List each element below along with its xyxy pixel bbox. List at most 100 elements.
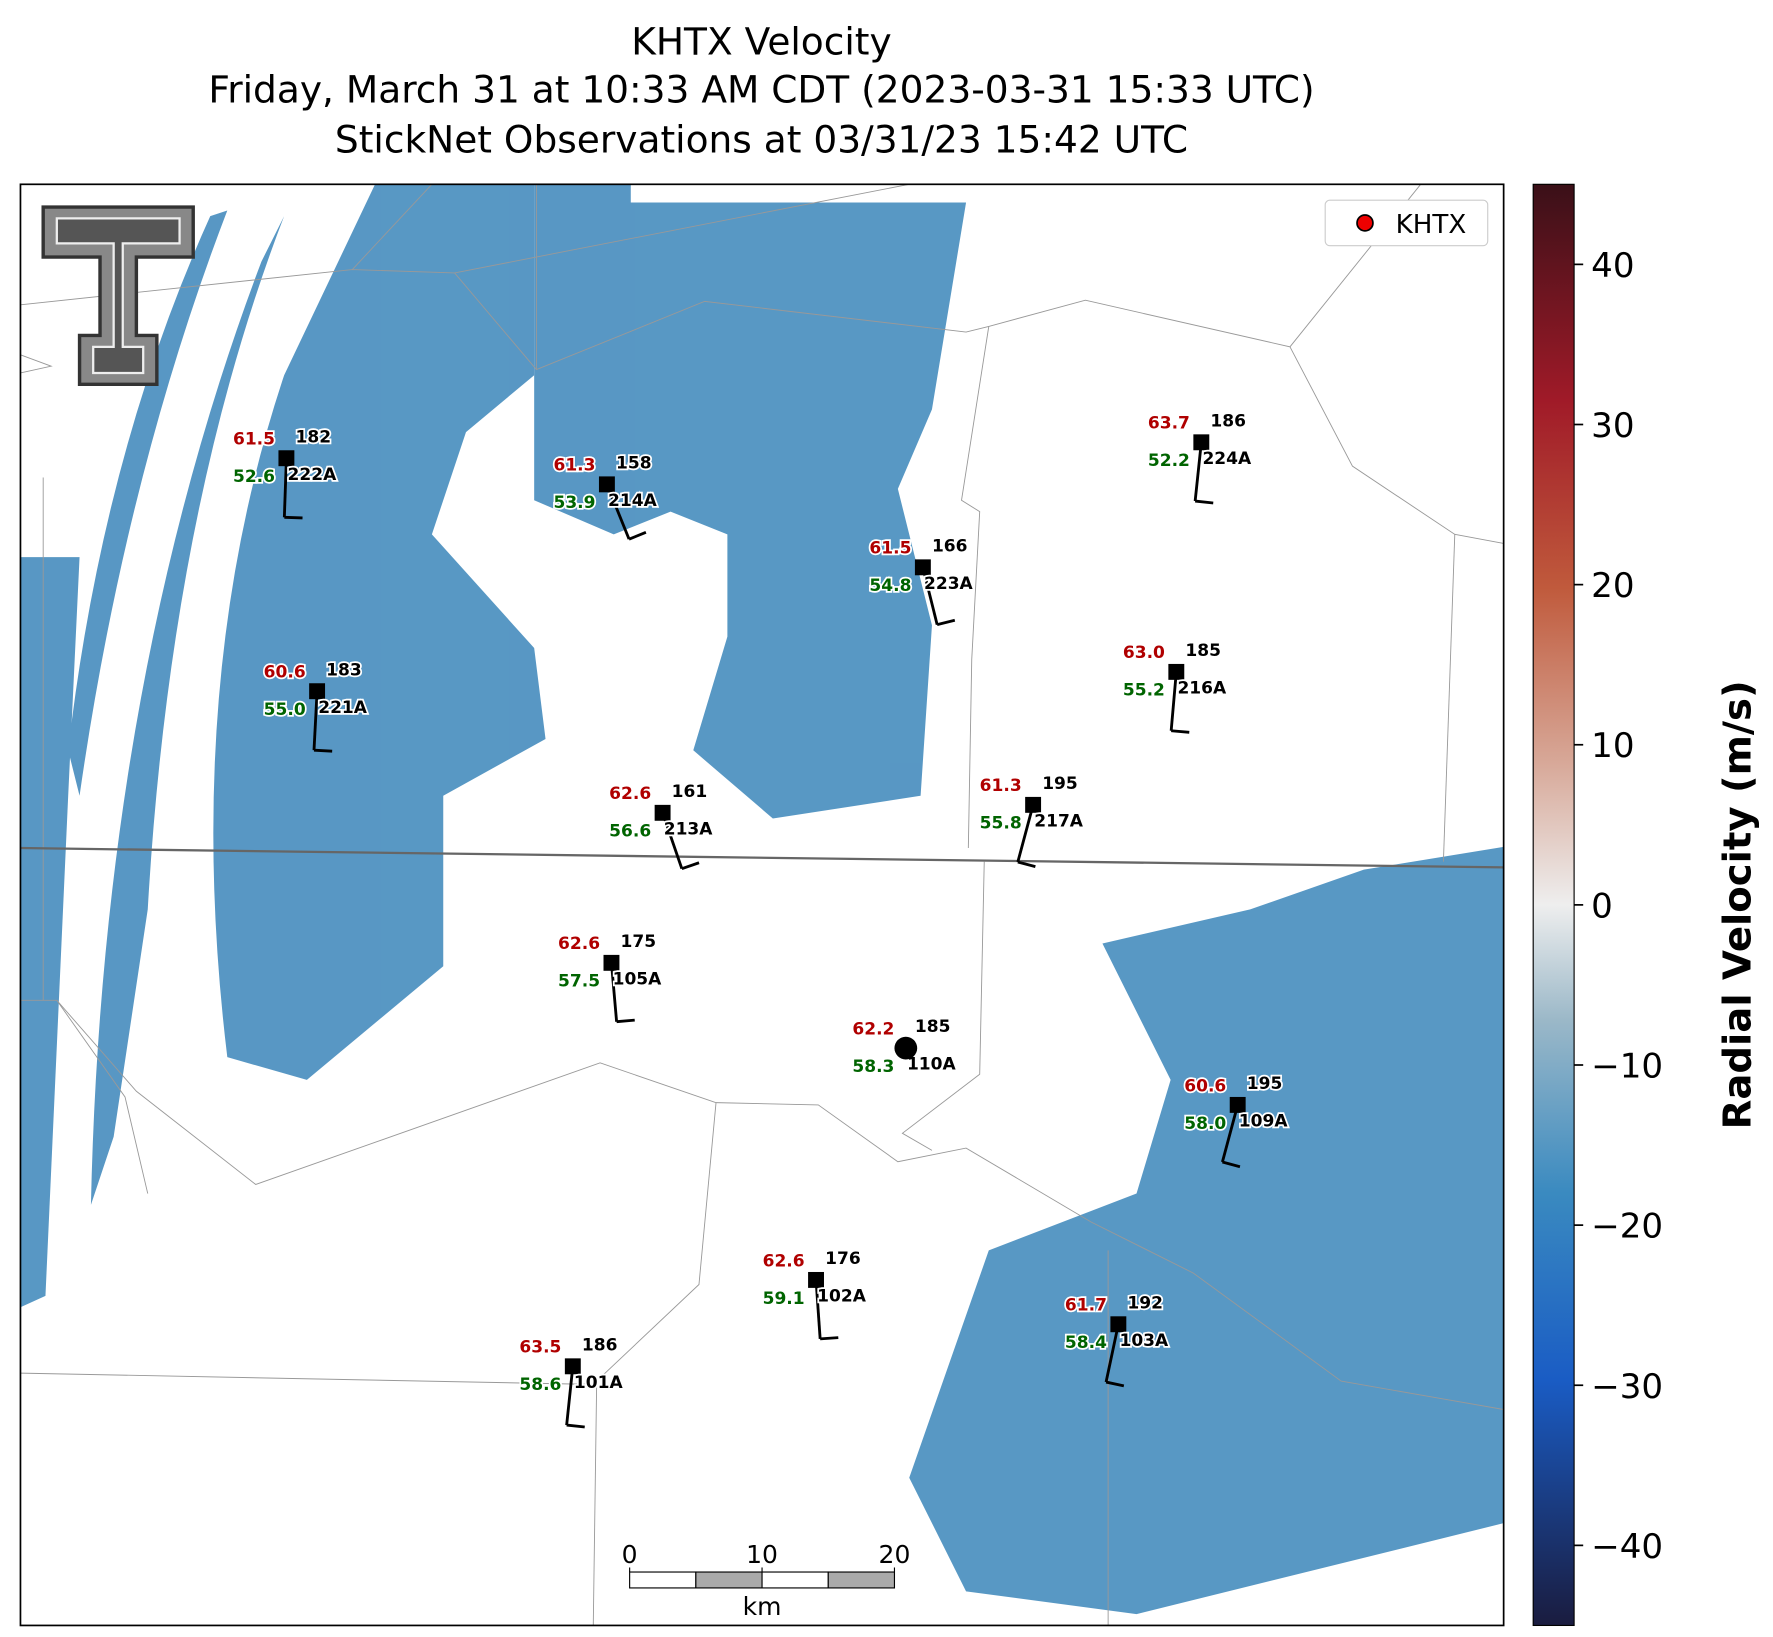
station-id: 213A	[664, 819, 714, 839]
colorbar-tick-label: 10	[1591, 726, 1634, 766]
scale-tick-label: 0	[622, 1540, 638, 1569]
station-id: 109A	[1239, 1112, 1289, 1132]
station-id: 214A	[608, 491, 658, 511]
title-line: KHTX Velocity	[631, 20, 891, 64]
colorbar	[1532, 183, 1575, 1627]
station-id: 101A	[574, 1373, 624, 1393]
station-red: 62.6	[609, 784, 651, 804]
station-marker	[914, 559, 931, 576]
scale-unit: km	[743, 1592, 782, 1621]
wind-barb	[610, 962, 619, 1022]
wind-barb	[1016, 804, 1035, 863]
station-red: 60.6	[1184, 1076, 1226, 1096]
station-marker	[1025, 796, 1042, 813]
station-marker	[603, 954, 620, 971]
wind-barb-flag	[1171, 729, 1190, 734]
legend-label: KHTX	[1396, 210, 1467, 240]
station-id: 110A	[907, 1055, 957, 1075]
colorbar-tick-label: −10	[1591, 1047, 1663, 1087]
scale-tick-label: 20	[879, 1540, 911, 1569]
map-frame	[19, 183, 1505, 1627]
wind-barb	[1193, 442, 1203, 502]
station-dir: 161	[672, 782, 708, 802]
station-green: 56.6	[609, 822, 651, 842]
wind-barb	[814, 1279, 822, 1339]
station-red: 61.3	[980, 776, 1022, 796]
station-dir: 182	[295, 427, 331, 447]
station-red: 63.7	[1148, 414, 1190, 434]
station-green: 58.4	[1065, 1333, 1107, 1353]
station-red: 63.5	[519, 1338, 561, 1358]
station-green: 52.6	[233, 467, 275, 487]
wind-barb-flag	[1222, 1160, 1241, 1169]
colorbar-tick-label: 0	[1591, 886, 1613, 926]
colorbar-tick-label: −20	[1591, 1207, 1663, 1247]
wind-barb-flag	[616, 1018, 635, 1024]
station-id: 222A	[288, 465, 338, 485]
station-green: 57.5	[558, 972, 600, 992]
wind-barb	[1169, 671, 1178, 731]
station-green: 59.1	[763, 1289, 805, 1309]
station-dir: 176	[825, 1249, 861, 1269]
station-green: 58.6	[519, 1375, 561, 1395]
wind-barb-flag	[1105, 1380, 1125, 1388]
wind-barb-flag	[1194, 499, 1214, 505]
station-dir: 192	[1127, 1293, 1163, 1313]
station-id: 216A	[1177, 678, 1227, 698]
station-marker	[1229, 1096, 1246, 1113]
station-id: 223A	[924, 574, 974, 594]
wind-barb	[661, 812, 684, 870]
scale-segment	[695, 1571, 763, 1589]
station-green: 55.2	[1123, 681, 1165, 701]
wind-barb	[565, 1366, 575, 1426]
wind-barb-flag	[628, 531, 647, 541]
colorbar-tick-label: −40	[1591, 1527, 1663, 1567]
station-red: 61.5	[869, 539, 911, 559]
station-green: 52.2	[1148, 451, 1190, 471]
station-marker	[564, 1358, 581, 1375]
colorbar-tick-label: 30	[1591, 406, 1634, 446]
scale-tick-label: 10	[746, 1540, 778, 1569]
colorbar-tick-label: 20	[1591, 566, 1634, 606]
wind-barb	[1221, 1104, 1240, 1163]
station-marker	[598, 476, 615, 493]
title-line: Friday, March 31 at 10:33 AM CDT (2023-0…	[208, 67, 1314, 111]
county-lines	[20, 184, 1504, 1626]
title-line: StickNet Observations at 03/31/23 15:42 …	[335, 117, 1188, 161]
map: 61.5 182 52.6 222A 61.3 158 53.9 214A 63.7 186 52.…	[20, 184, 1504, 1626]
state-line	[20, 846, 1504, 869]
station-dir: 185	[1185, 641, 1221, 661]
station-marker	[1168, 663, 1185, 680]
station-id: 102A	[817, 1287, 867, 1307]
wind-barb-flag	[566, 1423, 585, 1429]
colorbar-label: Radial Velocity (m/s)	[1715, 680, 1760, 1129]
wind-barb	[605, 483, 631, 540]
station-dir: 185	[915, 1017, 951, 1037]
scale-bar: 0 10 20 km	[622, 1540, 911, 1621]
wind-barb-flag	[936, 618, 956, 627]
station-green: 55.0	[264, 700, 306, 720]
scale-segment	[827, 1571, 896, 1589]
station-marker	[654, 804, 671, 821]
radar-site	[894, 1036, 918, 1060]
station-red: 61.7	[1065, 1296, 1107, 1316]
station-dir: 186	[582, 1335, 618, 1355]
station-green: 54.8	[869, 576, 911, 596]
station-dir: 195	[1042, 774, 1078, 794]
legend-marker	[1356, 214, 1374, 232]
station-red: 63.0	[1123, 643, 1165, 663]
colorbar-tick-label: 40	[1591, 246, 1634, 286]
station-red: 61.5	[233, 430, 275, 450]
station-marker	[309, 683, 326, 700]
station-id: 224A	[1202, 449, 1252, 469]
station-red: 62.6	[558, 934, 600, 954]
station-dir: 166	[932, 536, 968, 556]
station-red: 61.3	[553, 456, 595, 476]
stations: 61.5 182 52.6 222A 61.3 158 53.9 214A 63.7 186 52.…	[231, 410, 1290, 1429]
station-marker	[1193, 434, 1210, 451]
station-green: 53.9	[553, 493, 595, 513]
station-marker	[1110, 1316, 1127, 1333]
station-dir: 195	[1247, 1074, 1283, 1094]
wind-barb-flag	[681, 861, 700, 871]
